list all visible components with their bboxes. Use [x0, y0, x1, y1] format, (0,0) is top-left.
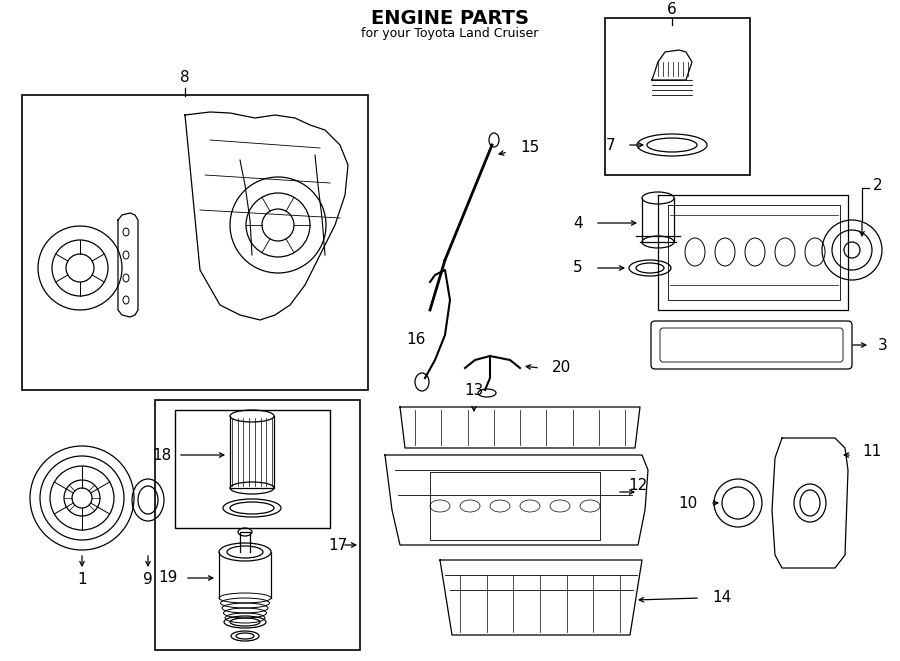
Text: 7: 7	[606, 137, 615, 153]
Text: 4: 4	[573, 215, 583, 231]
Text: 19: 19	[158, 570, 178, 586]
Text: 20: 20	[552, 360, 572, 375]
Text: 15: 15	[520, 141, 539, 155]
Text: 14: 14	[712, 590, 731, 605]
Text: 18: 18	[153, 447, 172, 463]
Bar	[22, 95, 368, 390]
Text: 17: 17	[328, 537, 348, 553]
Bar	[155, 400, 360, 650]
Text: 12: 12	[628, 477, 647, 492]
Text: 2: 2	[873, 178, 883, 192]
Text: 5: 5	[573, 260, 583, 276]
Bar	[605, 18, 750, 175]
Text: 10: 10	[679, 496, 698, 510]
Text: 3: 3	[878, 338, 887, 352]
Text: for your Toyota Land Cruiser: for your Toyota Land Cruiser	[361, 28, 539, 40]
Text: 9: 9	[143, 572, 153, 588]
Text: 6: 6	[667, 3, 677, 17]
Text: 11: 11	[862, 444, 881, 459]
Bar	[175, 410, 330, 528]
Text: 13: 13	[464, 383, 483, 398]
Text: 16: 16	[407, 332, 426, 348]
Text: ENGINE PARTS: ENGINE PARTS	[371, 9, 529, 28]
Text: 1: 1	[77, 572, 86, 588]
Text: 8: 8	[180, 71, 190, 85]
